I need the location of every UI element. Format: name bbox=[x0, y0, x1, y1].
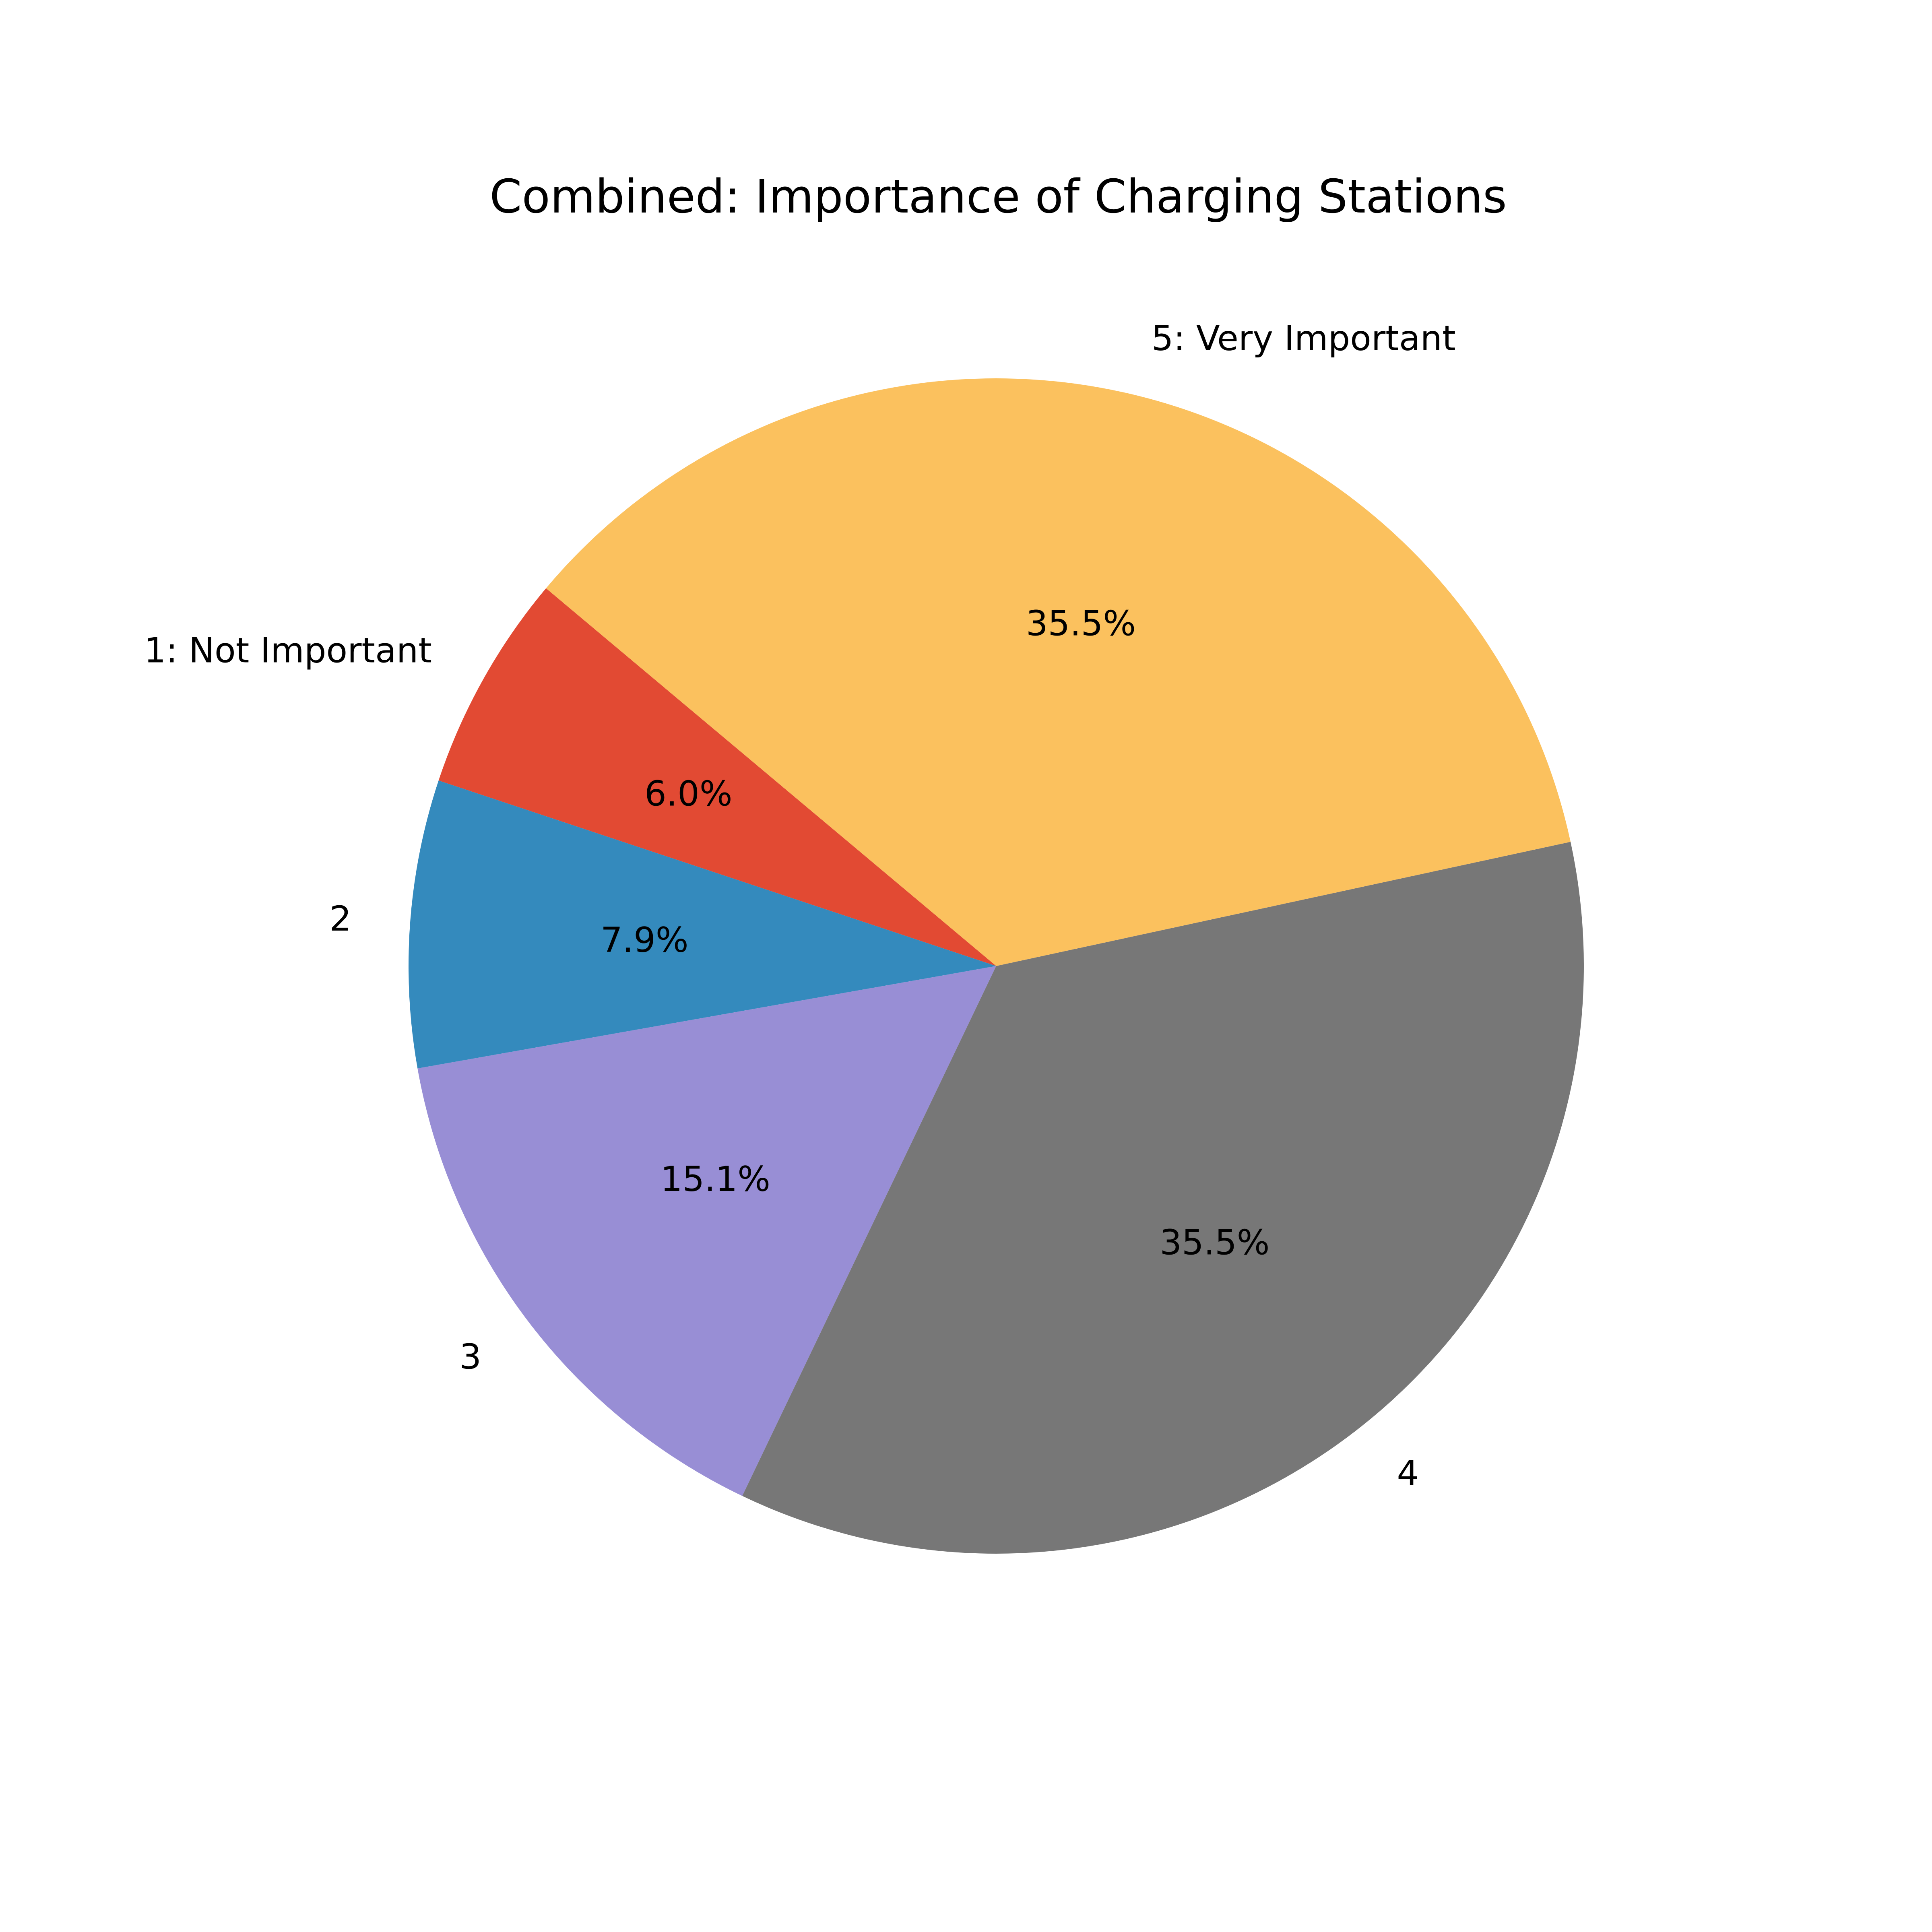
slice-percent-5: 35.5% bbox=[1026, 604, 1136, 644]
slice-percent-1: 6.0% bbox=[644, 774, 733, 814]
slice-percent-2: 7.9% bbox=[601, 920, 689, 960]
slice-percent-3: 15.1% bbox=[661, 1159, 770, 1199]
slice-label-5: 5: Very Important bbox=[1152, 318, 1456, 359]
slice-percent-4: 35.5% bbox=[1160, 1222, 1269, 1263]
pie-labels: 1: Not Important 6.0% 2 7.9% 3 15.1% 4 35.5% 5: … bbox=[144, 318, 1456, 1493]
slice-label-1: 1: Not Important bbox=[144, 630, 432, 671]
pie-slice-2 bbox=[408, 780, 996, 1069]
pie-slice-1 bbox=[438, 588, 996, 966]
slice-label-3: 3 bbox=[459, 1337, 481, 1377]
pie-slice-3 bbox=[417, 966, 996, 1496]
slice-label-4: 4 bbox=[1397, 1453, 1419, 1493]
pie-slices bbox=[408, 378, 1584, 1554]
slice-label-2: 2 bbox=[330, 899, 352, 939]
pie-slice-5 bbox=[546, 378, 1571, 966]
pie-slice-4 bbox=[742, 842, 1584, 1554]
chart-title: Combined: Importance of Charging Station… bbox=[489, 170, 1507, 224]
